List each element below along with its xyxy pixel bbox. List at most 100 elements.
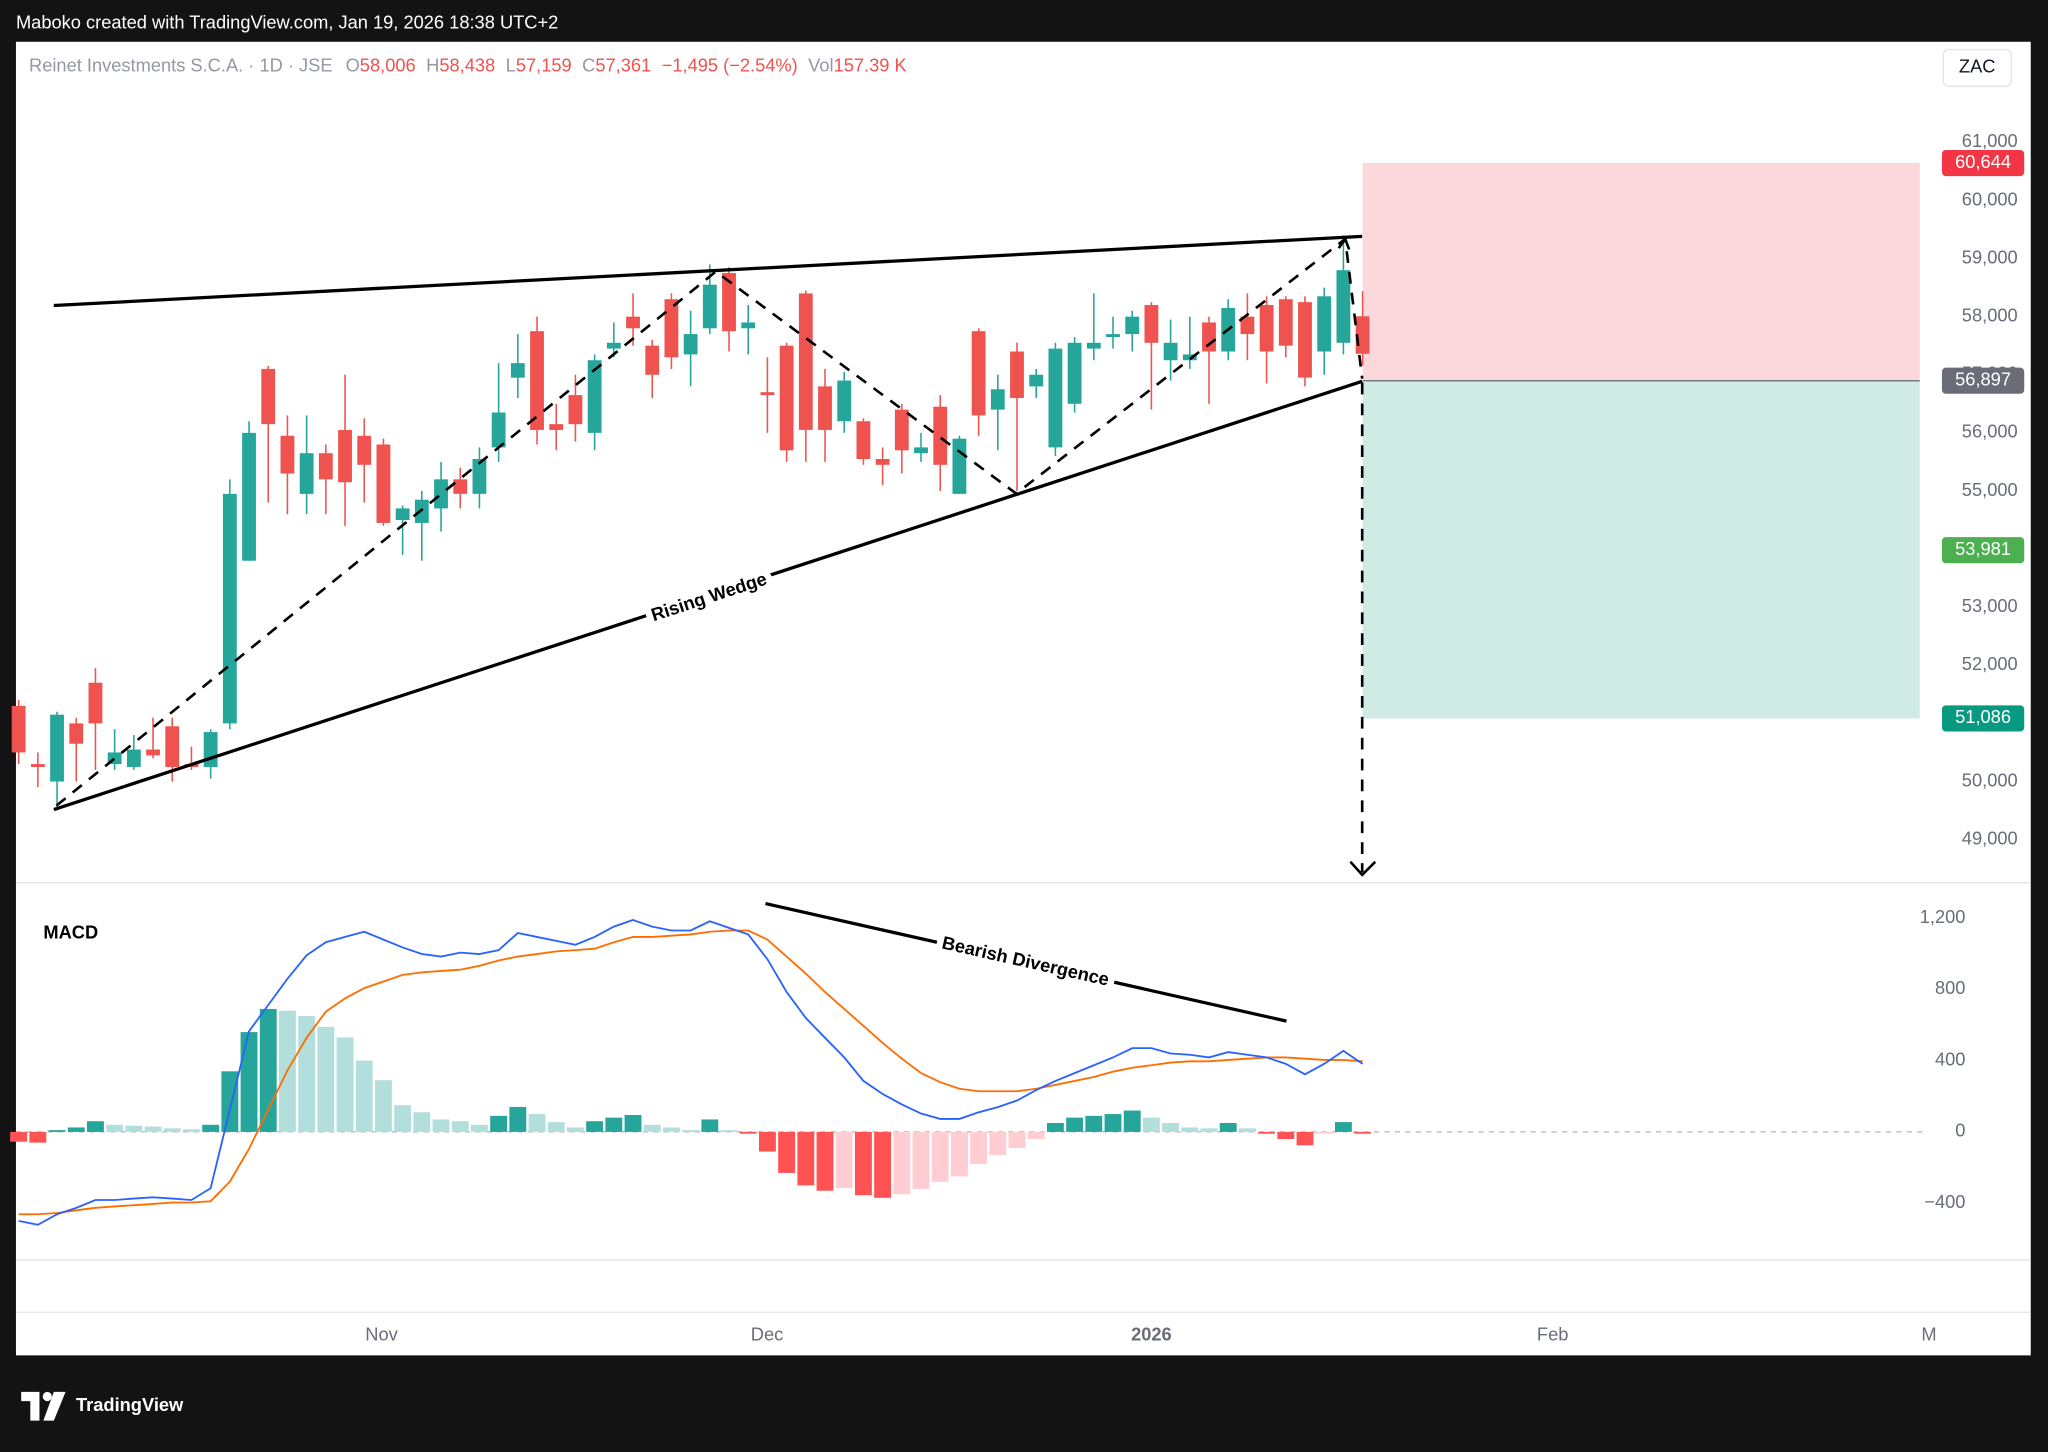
candle-body [1202,322,1216,352]
candle-body [395,508,410,521]
candle-body [1086,342,1101,349]
legend-key: Vol [808,54,833,75]
legend-value: 58,438 [439,54,495,75]
histogram-bar [1085,1115,1103,1132]
histogram-bar [1277,1131,1295,1140]
histogram-bar [893,1131,911,1195]
histogram-bar [470,1124,488,1132]
attribution: Maboko created with TradingView.com, Jan… [16,11,558,32]
currency-label[interactable]: ZAC [1959,56,1996,77]
histogram-bar [490,1115,508,1132]
y-tick-label: 1,200 [1920,906,1966,927]
candle-body [971,331,986,416]
legend-key: L [506,54,516,75]
candle-body [1259,305,1274,352]
histogram-bar [48,1130,66,1132]
marks-layer: NovDec2026FebM49,00050,00051,00052,00053… [10,130,2025,1345]
candle-body [818,386,832,430]
histogram-bar [1334,1122,1352,1132]
histogram-bar [797,1131,815,1186]
candle-body [894,409,909,451]
candle-body [261,368,276,425]
histogram-bar [432,1119,450,1132]
histogram-bar [624,1114,642,1132]
histogram-bar [874,1131,892,1198]
x-tick-label: Nov [365,1324,398,1345]
currency-button[interactable] [1942,48,2012,87]
price-label-box [1941,537,2025,564]
legend-key: H [426,54,439,75]
price-label-box [1941,367,2025,394]
candle-body [933,406,948,465]
signal-line [18,929,1363,1216]
candle-body [568,395,583,425]
indicator-title: MACD [43,921,98,942]
candle-body [856,421,871,460]
histogram-bar [701,1119,719,1132]
y-tick-label: 58,000 [1962,304,2018,325]
y-tick-label: 400 [1935,1048,1965,1069]
footer-logo: TradingView [76,1394,184,1415]
histogram-bar [1123,1110,1141,1132]
candle-body [318,453,333,480]
logo-shape [21,1391,40,1421]
histogram-bar [144,1126,162,1132]
histogram-bar [586,1121,604,1132]
legend-key: C [582,54,595,75]
histogram-bar [778,1131,796,1173]
candle-body [1336,270,1351,343]
candle-body [626,316,640,329]
candle-body [50,714,64,782]
histogram-bar [125,1125,143,1132]
back-layer [15,163,1927,1133]
y-tick-label: 60,000 [1962,188,2018,209]
histogram-bar [912,1131,930,1189]
y-tick-label: 52,000 [1962,653,2018,674]
histogram-bar [1046,1122,1064,1132]
histogram-bar [221,1071,239,1132]
histogram-bar [950,1131,968,1177]
candle-body [453,479,468,494]
candle-body [683,334,698,355]
histogram-bar [29,1131,47,1143]
histogram-bar [1142,1117,1160,1132]
histogram-bar [394,1105,412,1132]
histogram-bar [182,1129,200,1132]
y-tick-label: −400 [1924,1191,1965,1212]
histogram-bar [1354,1131,1372,1134]
candle-body [434,479,448,509]
histogram-bar [662,1127,680,1132]
projection-arrow [1349,860,1377,877]
histogram-bar [163,1128,181,1132]
histogram-bar [1296,1131,1314,1146]
histogram-bar [682,1130,700,1132]
symbol-title: Reinet Investments S.C.A. · 1D · JSE [29,54,333,75]
histogram-bar [298,1016,316,1132]
histogram-bar [1008,1131,1026,1148]
histogram-bar [758,1131,776,1152]
candle-body [1144,305,1159,343]
candle-body [30,764,45,767]
histogram-bar [1104,1114,1122,1132]
candle-body [530,331,544,430]
histogram-bar [1181,1127,1199,1132]
zigzag-path [55,236,1364,807]
y-tick-label: 49,000 [1962,827,2018,848]
histogram-bar [1258,1131,1276,1134]
legend-key: O [346,54,360,75]
candle-body [664,299,679,358]
histogram-bar [970,1131,988,1164]
candle-body [165,726,180,767]
legend-value: 57,361 [595,54,651,75]
candle-body [837,380,852,422]
histogram-bar [86,1121,104,1132]
histogram-bar [106,1124,124,1132]
candle-body [242,432,256,561]
candle-body [1278,299,1293,346]
histogram-bar [739,1131,757,1134]
candle-body [299,453,314,494]
histogram-bar [259,1008,277,1132]
candle-body [280,435,295,474]
histogram-bar [413,1112,431,1132]
